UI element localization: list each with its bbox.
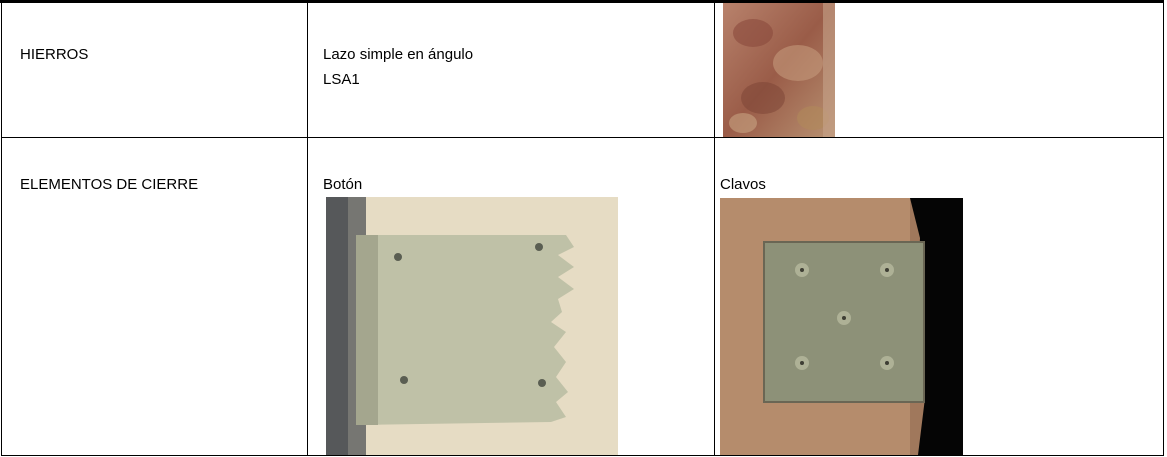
column-border bbox=[714, 0, 715, 456]
image-caption: Clavos bbox=[720, 176, 766, 193]
cell-text: LSA1 bbox=[323, 71, 360, 88]
photo-iron bbox=[723, 3, 835, 137]
image-caption: Botón bbox=[323, 176, 363, 193]
row-border bbox=[1, 137, 1164, 138]
column-border bbox=[307, 0, 308, 456]
photo-button-clasp bbox=[326, 197, 618, 455]
row-label: HIERROS bbox=[20, 46, 89, 63]
table-left-border bbox=[1, 0, 2, 456]
cell-text: Lazo simple en ángulo bbox=[323, 46, 474, 63]
row-label: ELEMENTOS DE CIERRE bbox=[20, 176, 199, 193]
photo-nail-plate bbox=[720, 198, 963, 455]
table-bottom-border bbox=[1, 455, 1164, 456]
table-top-border bbox=[0, 0, 1164, 3]
table-right-border bbox=[1163, 0, 1164, 456]
